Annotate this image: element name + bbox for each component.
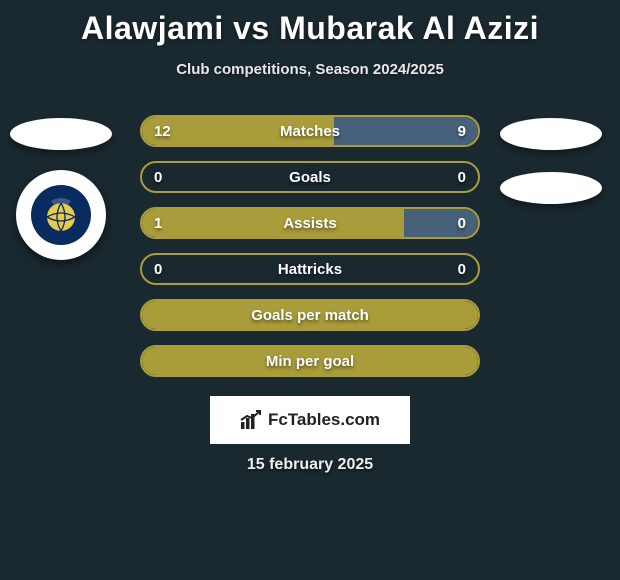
stat-label: Assists xyxy=(142,209,478,237)
stat-label: Goals xyxy=(142,163,478,191)
stat-value-right: 0 xyxy=(458,255,466,283)
stat-bar: Matches12 9 xyxy=(140,115,480,147)
brand-badge: FcTables.com xyxy=(210,396,410,444)
stat-bar: Assists1 0 xyxy=(140,207,480,239)
club-badge-left xyxy=(16,170,106,260)
player-left-oval xyxy=(10,118,112,150)
stat-value-left: 0 xyxy=(154,255,162,283)
stat-label: Min per goal xyxy=(142,347,478,375)
stat-label: Goals per match xyxy=(142,301,478,329)
stat-label: Matches xyxy=(142,117,478,145)
stat-bar: Min per goal xyxy=(140,345,480,377)
footer-date: 15 february 2025 xyxy=(0,456,620,474)
brand-text: FcTables.com xyxy=(268,410,380,430)
player-right-oval-1 xyxy=(500,118,602,150)
stats-column: Matches129Goals00Assists10Hattricks00Goa… xyxy=(140,115,480,391)
stat-value-right: 9 xyxy=(458,117,466,145)
player-right-oval-2 xyxy=(500,172,602,204)
left-badge-column xyxy=(10,118,120,260)
chart-icon xyxy=(240,410,262,430)
stat-value-left: 0 xyxy=(154,163,162,191)
page-subtitle: Club competitions, Season 2024/2025 xyxy=(0,61,620,78)
stat-label: Hattricks xyxy=(142,255,478,283)
stat-bar: Goals0 0 xyxy=(140,161,480,193)
club-inner-circle xyxy=(31,185,91,245)
page-title: Alawjami vs Mubarak Al Azizi xyxy=(0,0,620,47)
stat-value-right: 0 xyxy=(458,163,466,191)
stat-value-right: 0 xyxy=(458,209,466,237)
stat-value-left: 1 xyxy=(154,209,162,237)
right-badge-column xyxy=(500,118,610,204)
stat-bar: Hattricks0 0 xyxy=(140,253,480,285)
stat-value-left: 12 xyxy=(154,117,171,145)
stat-bar: Goals per match xyxy=(140,299,480,331)
globe-icon xyxy=(41,195,81,235)
